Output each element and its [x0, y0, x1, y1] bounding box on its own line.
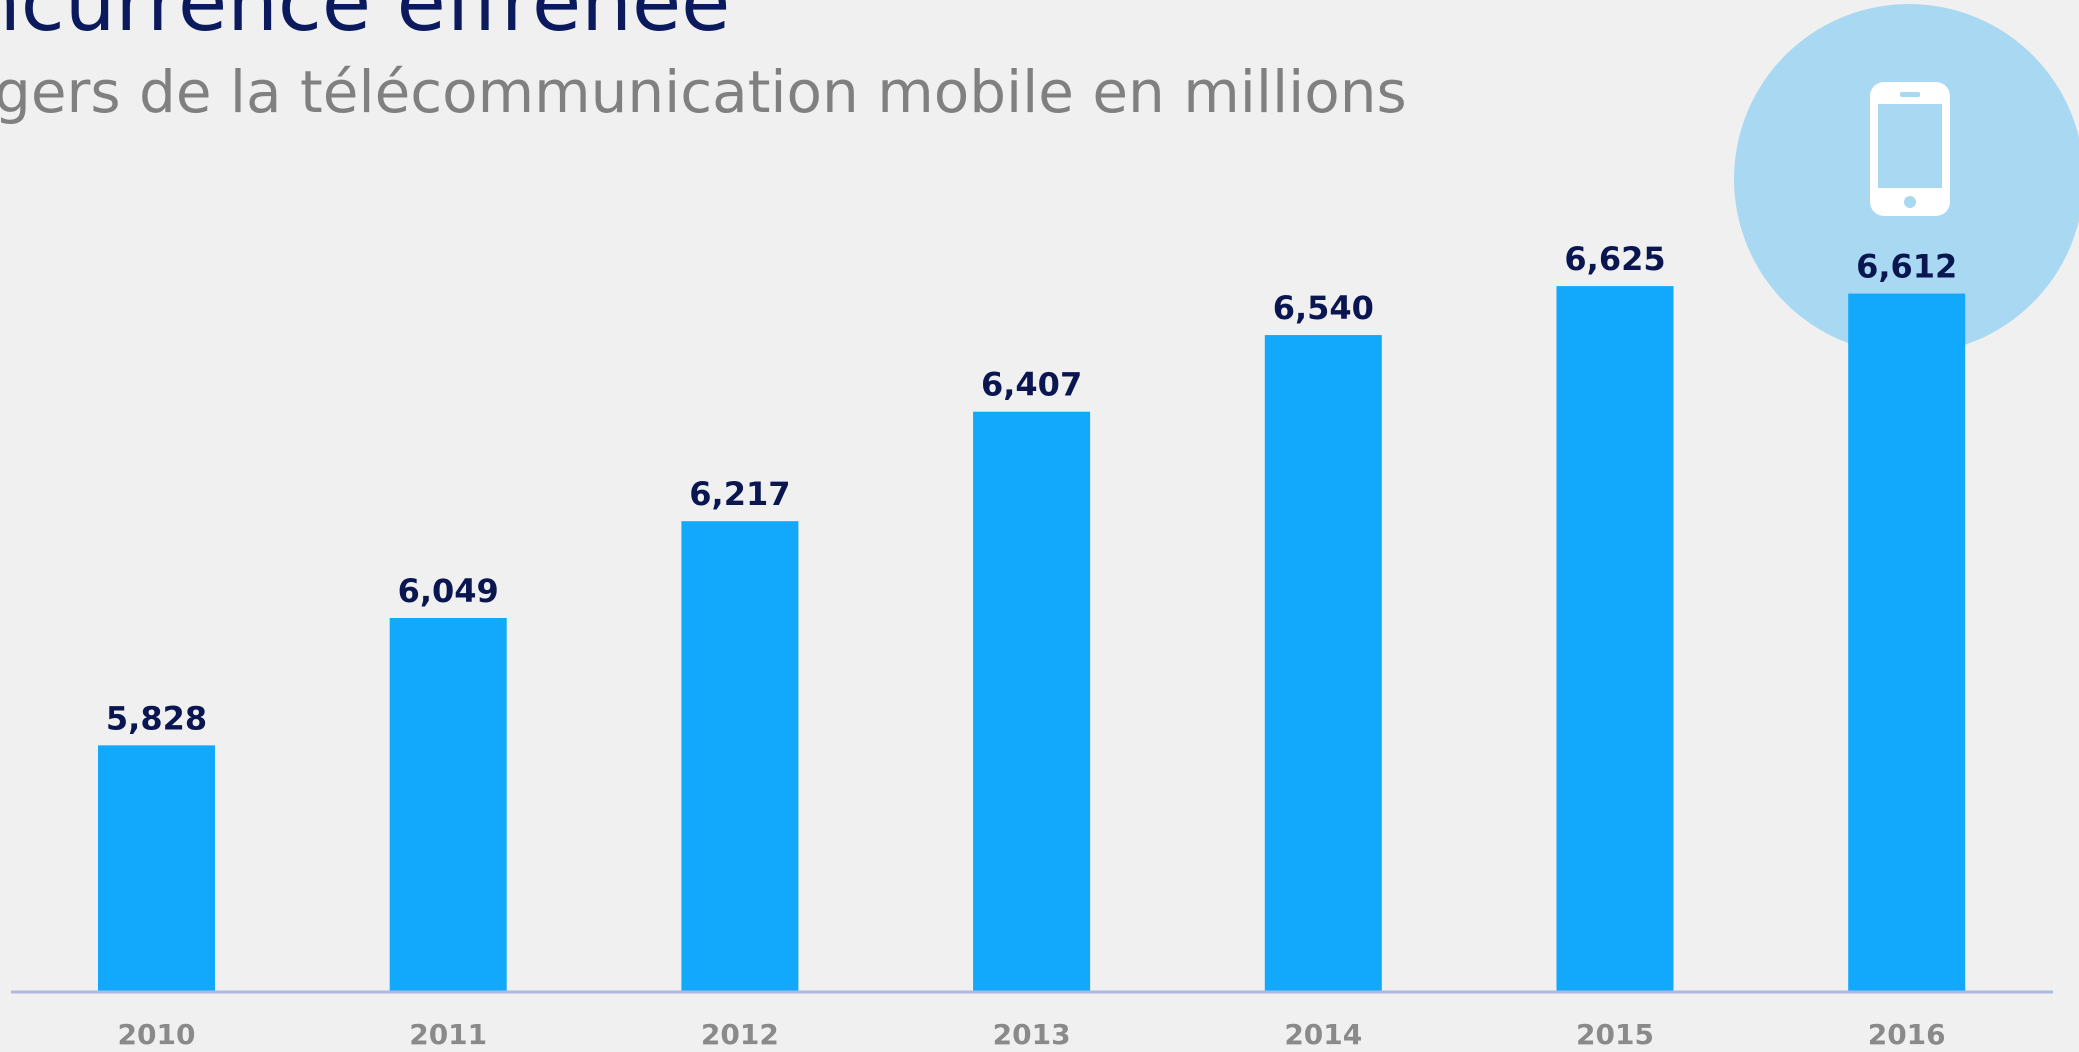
value-label: 5,828	[106, 699, 207, 737]
x-tick-label: 2014	[1284, 1018, 1362, 1051]
x-tick-label: 2011	[409, 1018, 487, 1051]
x-tick-label: 2010	[118, 1018, 196, 1051]
value-label: 6,625	[1564, 240, 1665, 278]
bar	[1556, 286, 1674, 992]
x-tick-label: 2016	[1868, 1018, 1946, 1051]
value-label: 6,217	[689, 475, 790, 513]
bar	[1264, 335, 1382, 992]
x-tick-label: 2012	[701, 1018, 779, 1051]
x-tick-label: 2013	[993, 1018, 1071, 1051]
phone-icon	[1870, 82, 1950, 216]
value-label: 6,407	[981, 366, 1082, 404]
bar	[681, 521, 799, 992]
value-label: 6,540	[1273, 289, 1374, 327]
chart-subtitle: gers de la télécommunication mobile en m…	[0, 58, 1407, 126]
bar	[1848, 293, 1966, 993]
value-label: 6,049	[398, 572, 499, 610]
bar	[973, 411, 1091, 992]
bar	[389, 618, 507, 992]
x-tick-label: 2015	[1576, 1018, 1654, 1051]
value-label: 6,612	[1856, 248, 1957, 286]
bar	[98, 745, 215, 992]
chart-title: ncurrence effrénée	[0, 0, 730, 49]
